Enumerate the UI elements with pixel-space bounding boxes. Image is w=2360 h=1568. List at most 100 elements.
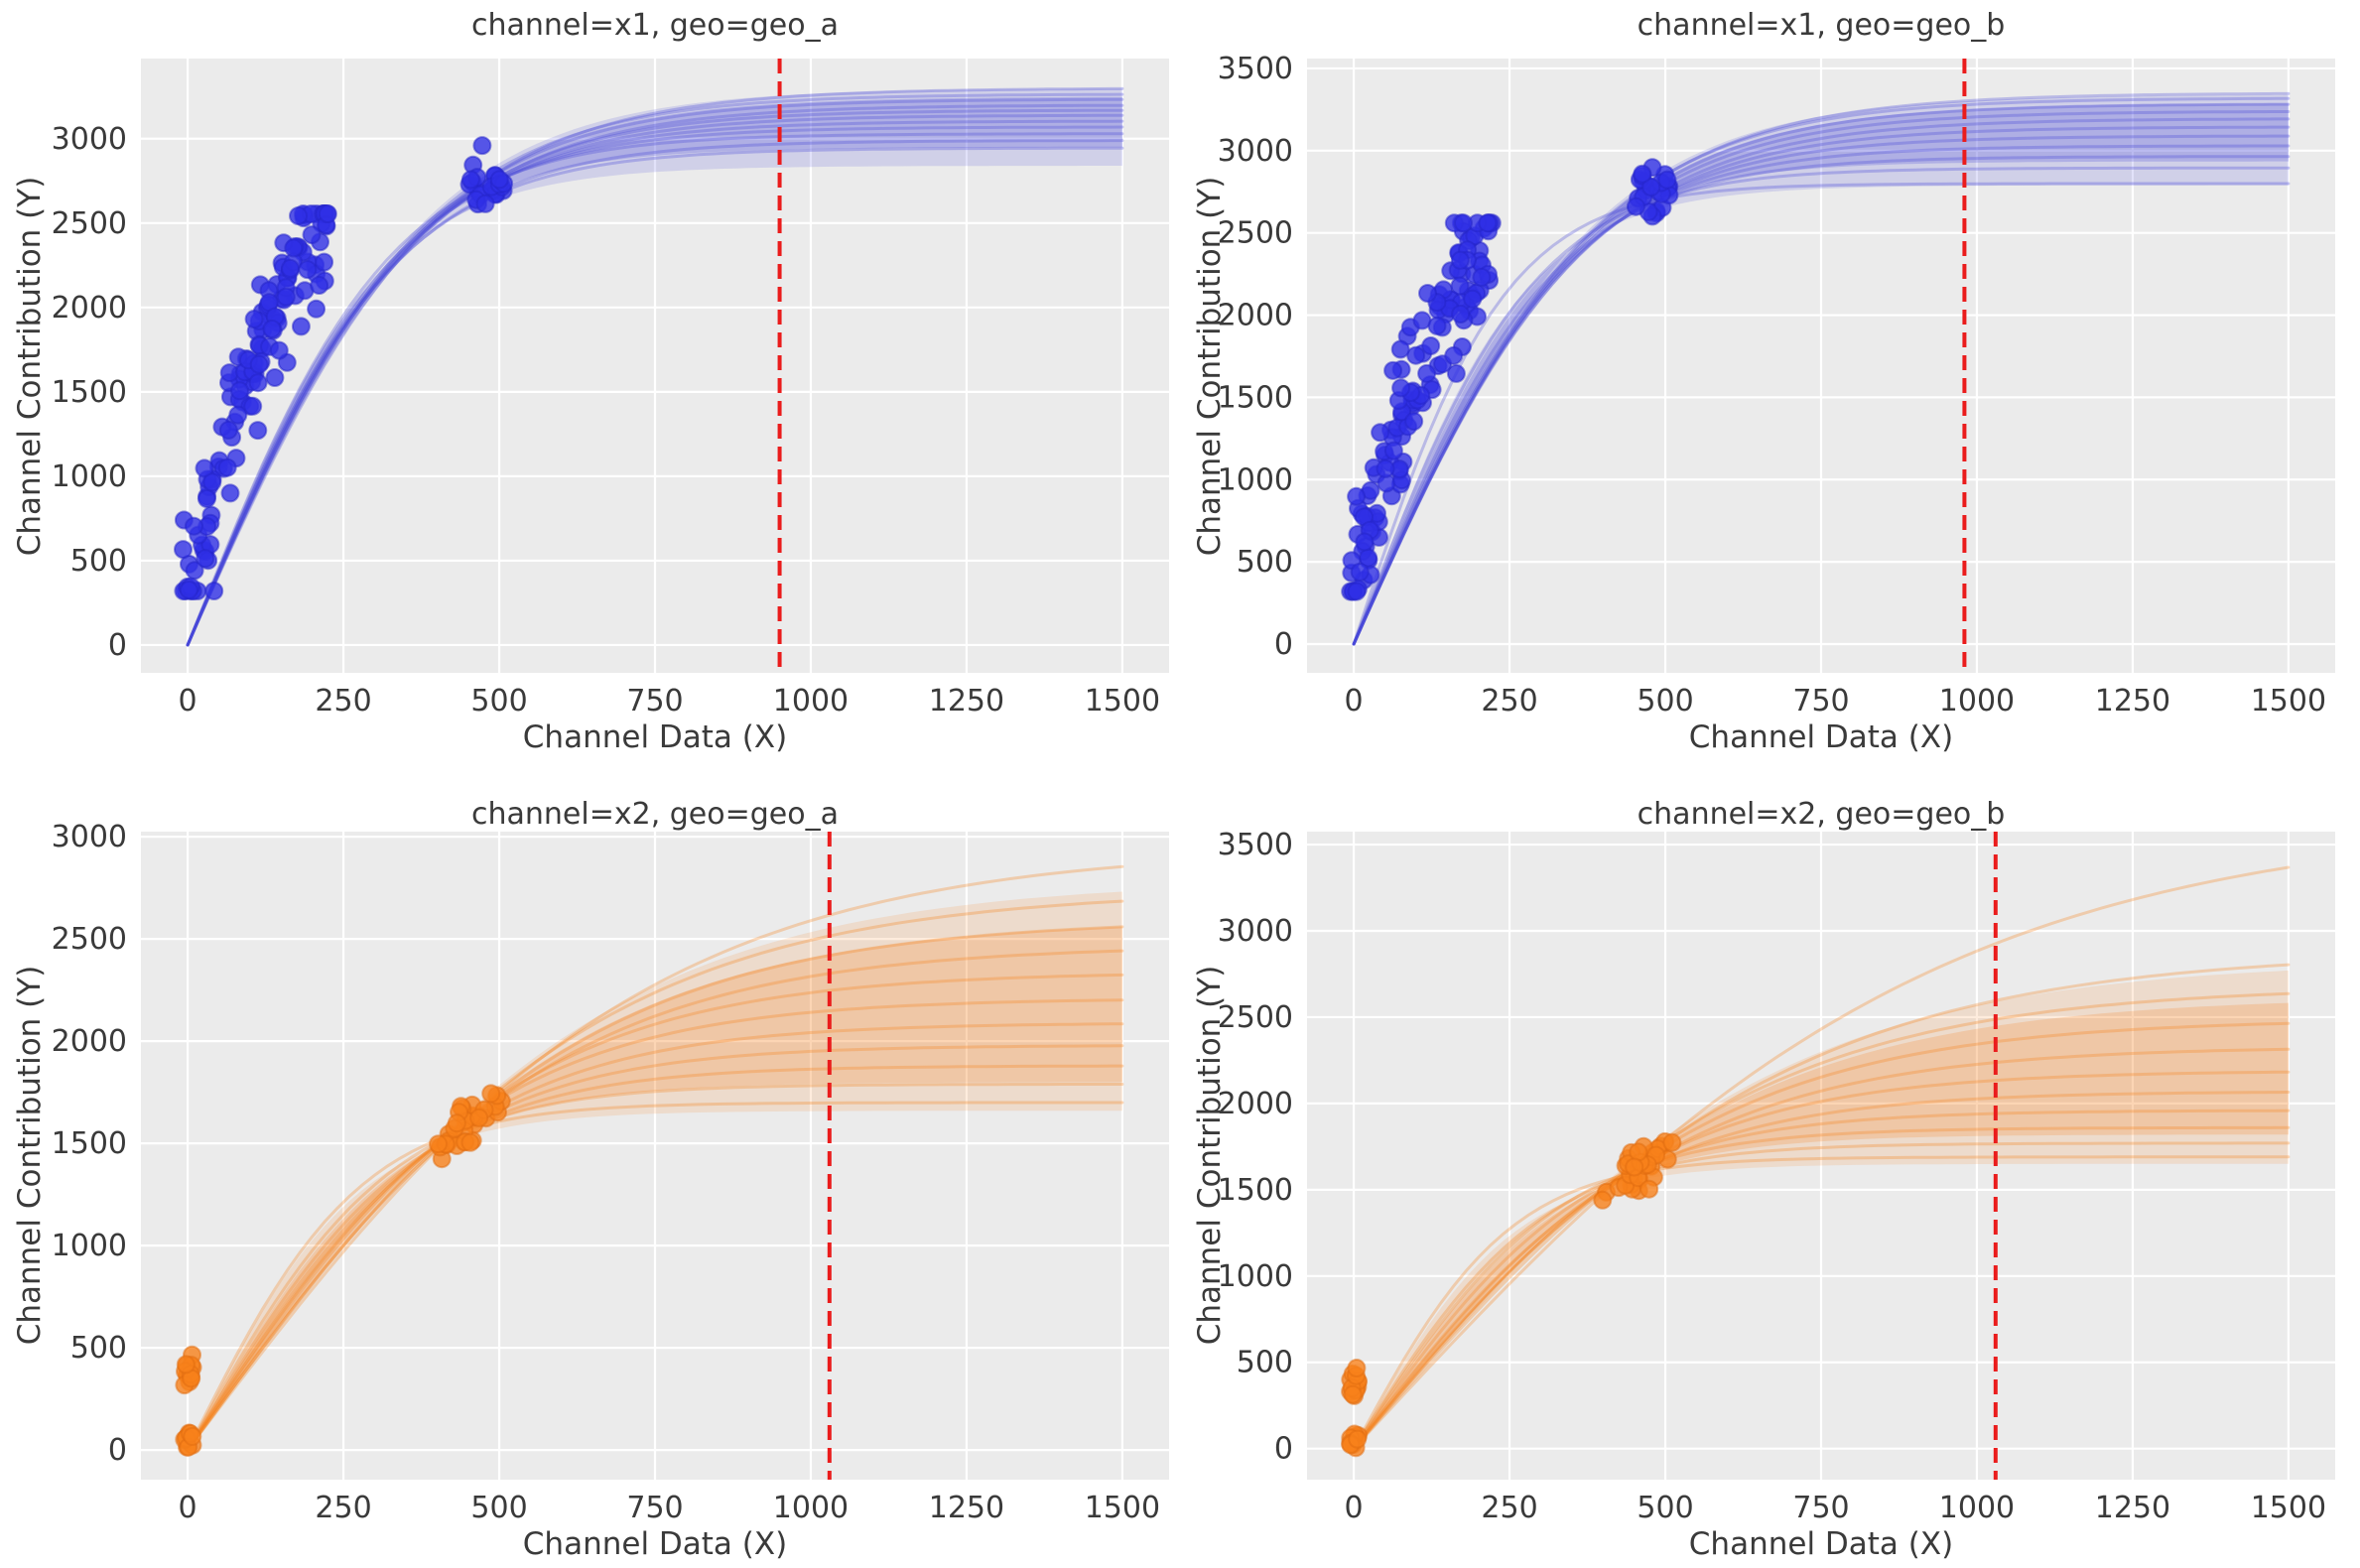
scatter-point: [489, 170, 509, 190]
x-tick-label: 750: [626, 684, 683, 719]
scatter-point: [243, 396, 263, 416]
subplot-title: channel=x2, geo=geo_b: [1637, 797, 2006, 832]
y-tick-label: 0: [1274, 627, 1293, 662]
scatter-point: [1662, 1132, 1682, 1152]
x-tick-label: 1500: [2251, 684, 2326, 719]
scatter-point: [1421, 336, 1441, 355]
fit-curve: [186, 949, 1124, 1452]
scatter-point: [302, 225, 322, 245]
y-tick-label: 3000: [52, 122, 127, 157]
x-tick-label: 1500: [1085, 1491, 1160, 1525]
scatter-point: [310, 276, 329, 295]
y-tick-label: 2500: [1218, 1000, 1293, 1035]
subplot-x2-geo-b: 0 250 500 750 1000 1250 1500 0 500 1000 1500 2000 25…: [1180, 784, 2360, 1568]
y-tick-label: 1000: [52, 459, 127, 494]
scatter-point: [1451, 305, 1471, 324]
x-tick-label: 500: [470, 1491, 527, 1525]
x-tick-label: 0: [179, 684, 197, 719]
y-tick-label: 0: [108, 1433, 127, 1468]
scatter-point: [1347, 486, 1367, 506]
fit-curve: [1352, 91, 2291, 646]
scatter-point: [1350, 562, 1370, 582]
x-axis-label: Channel Data (X): [522, 719, 788, 755]
x-tick-label: 1000: [1939, 684, 2015, 719]
plot-area-x2-geo-b: 0 250 500 750 1000 1250 1500 0 500 1000 1500 2000 25…: [1218, 828, 2335, 1525]
y-tick-label: 1500: [1218, 380, 1293, 415]
x-tick-label: 1000: [773, 684, 849, 719]
fit-curve: [186, 973, 1124, 1452]
y-tick-label: 1000: [1218, 462, 1293, 497]
scatter-point: [204, 582, 224, 600]
y-tick-label: 1500: [52, 1126, 127, 1161]
fit-curve: [186, 1022, 1124, 1452]
y-tick-label: 3000: [52, 820, 127, 854]
fit-curve: [186, 139, 1124, 647]
x-tick-label: 1000: [1939, 1491, 2015, 1525]
y-tick-label: 3500: [1218, 828, 1293, 862]
scatter-point: [269, 340, 289, 360]
scatter-point: [1454, 213, 1473, 233]
subplot-title: channel=x2, geo=geo_a: [471, 797, 839, 832]
y-tick-label: 0: [1274, 1432, 1293, 1467]
scatter-point: [429, 1134, 448, 1154]
scatter-point: [1626, 196, 1645, 216]
scatter-point: [1463, 289, 1483, 309]
plot-content: [174, 86, 1124, 647]
x-tick-label: 250: [315, 684, 371, 719]
y-axis-label: Channel Contribution (Y): [12, 176, 48, 557]
scatter-point: [481, 1084, 501, 1104]
subplot-x1-geo-a: 0 250 500 750 1000 1250 1500 0 500 1000 1500 2000 25…: [0, 0, 1180, 784]
fit-curve: [1352, 991, 2291, 1451]
x-tick-label: 750: [1792, 684, 1849, 719]
subplot-x1-geo-b: 0 250 500 750 1000 1250 1500 0 500 1000 1500 2000 25…: [1180, 0, 2360, 784]
y-tick-label: 1500: [1218, 1173, 1293, 1208]
scatter-point: [1641, 178, 1661, 196]
subplot-title: channel=x1, geo=geo_a: [471, 8, 839, 43]
scatter-point: [1417, 363, 1437, 383]
scatter-point: [249, 354, 269, 374]
scatter-point: [1633, 164, 1652, 184]
scatter-point: [469, 1108, 489, 1127]
fit-curve: [186, 146, 1124, 647]
scatter-point: [276, 287, 296, 307]
scatter-point: [176, 1355, 196, 1374]
fit-curve: [1352, 110, 2291, 646]
y-tick-label: 0: [108, 628, 127, 663]
y-tick-label: 3000: [1218, 134, 1293, 169]
scatter-point: [1404, 412, 1424, 431]
scatter-point: [218, 420, 238, 440]
y-tick-label: 2500: [52, 206, 127, 241]
plot-area-x1-geo-a: 0 250 500 750 1000 1250 1500 0 500 1000 1500 2000 25…: [52, 59, 1169, 719]
scatter-point: [197, 489, 216, 508]
scatter-point: [1444, 345, 1464, 365]
scatter-point: [1347, 582, 1367, 601]
scatter-point: [1472, 267, 1492, 287]
y-tick-label: 3500: [1218, 52, 1293, 86]
scatter-point: [183, 1426, 202, 1446]
scatter-point: [1371, 423, 1390, 443]
scatter-point: [291, 317, 311, 336]
fit-curve: [186, 1101, 1124, 1452]
uncertainty-band: [188, 88, 1122, 645]
x-tick-label: 0: [1345, 1491, 1364, 1525]
scatter-point: [248, 373, 268, 393]
y-tick-label: 2500: [52, 922, 127, 957]
scatter-point: [1657, 170, 1677, 190]
scatter-point: [475, 194, 495, 213]
x-tick-label: 500: [1637, 1491, 1693, 1525]
subplot-title: channel=x1, geo=geo_b: [1637, 8, 2006, 43]
x-tick-label: 1500: [2251, 1491, 2326, 1525]
scatter-point: [1446, 363, 1466, 383]
scatter-point: [217, 457, 237, 477]
scatter-point: [1450, 250, 1470, 270]
fit-curve: [1352, 865, 2291, 1451]
uncertainty-band: [188, 891, 1122, 1451]
fit-curve: [1352, 125, 2291, 646]
scatter-point: [248, 421, 268, 441]
fit-curve: [186, 864, 1124, 1452]
scatter-point: [289, 206, 308, 225]
x-tick-label: 250: [1481, 1491, 1537, 1525]
fit-curve: [186, 125, 1124, 647]
fit-curve: [1352, 963, 2291, 1451]
x-tick-label: 250: [1481, 684, 1537, 719]
